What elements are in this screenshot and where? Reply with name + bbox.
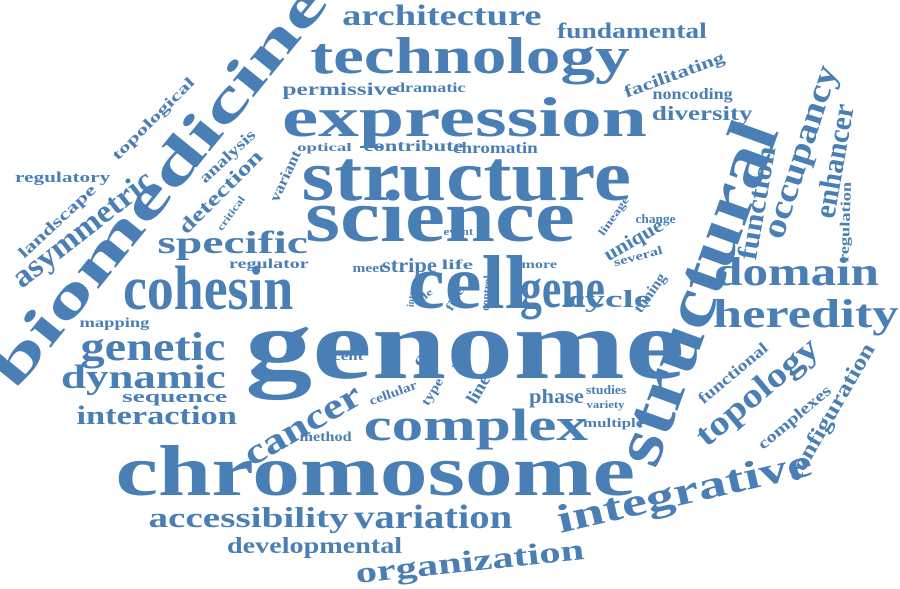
word: chromatin (452, 140, 538, 157)
word: interaction (75, 401, 237, 430)
word: technology (310, 28, 630, 85)
word: diversity (651, 103, 753, 125)
word: domain (713, 249, 879, 294)
word: heredity (712, 291, 899, 336)
word: life (441, 258, 473, 273)
word: complex (363, 399, 588, 450)
word: noncoding (651, 86, 733, 103)
word: accessibility (147, 503, 349, 534)
word: architecture (342, 0, 542, 32)
word: specific (156, 224, 308, 260)
word: contribute (362, 138, 464, 155)
word: permissive (282, 79, 398, 99)
word: optical (296, 140, 352, 154)
word: cycle (566, 287, 652, 313)
word: structure (301, 136, 631, 216)
word: science (305, 176, 575, 258)
word: chromosome (115, 431, 635, 511)
word: dynamic (60, 359, 226, 396)
word: developmental (226, 532, 402, 558)
word: cohesin (123, 255, 294, 323)
word: event (443, 227, 473, 238)
word: meet (352, 259, 384, 275)
word: studies (585, 381, 627, 397)
word: change (634, 210, 676, 226)
word: regulatory (14, 169, 110, 186)
word: variety (585, 398, 624, 411)
word: recent (318, 349, 364, 363)
word: stripe (381, 255, 437, 277)
word: expression (281, 87, 647, 149)
word: variation (353, 499, 513, 536)
word: variant (266, 147, 305, 204)
word: sequence (121, 386, 227, 406)
word: method (298, 430, 352, 445)
word: phase (528, 386, 584, 408)
word: more (521, 257, 558, 271)
word: genome (245, 289, 685, 400)
word: gene (519, 258, 605, 320)
word: genetic (80, 324, 226, 369)
word: mapping (79, 316, 149, 331)
word: cell (408, 241, 528, 325)
word: dramatic (394, 81, 466, 96)
word: fundamental (557, 18, 707, 43)
word: regulator (229, 257, 309, 272)
word: multiple (582, 414, 644, 430)
